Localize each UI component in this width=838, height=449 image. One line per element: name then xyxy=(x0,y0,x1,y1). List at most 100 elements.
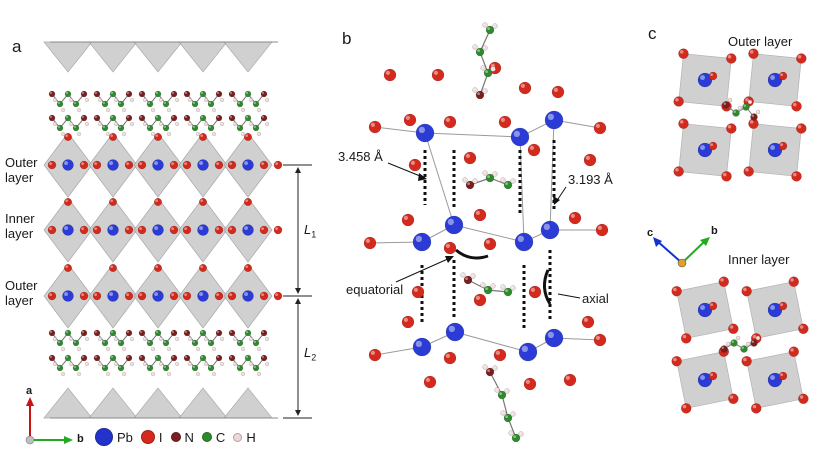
chain-bottom-b-atom-1-1-highlight xyxy=(102,365,105,369)
chain-bottom-a-h-1-1 xyxy=(105,346,111,352)
chain-top-a-atom-1-3-highlight xyxy=(118,101,121,104)
outer-i-atom-3-0 xyxy=(791,171,802,182)
outer-i-atom-2-0 xyxy=(721,171,732,182)
chain-top-b-atom-3-3 xyxy=(207,124,215,132)
chain-top-a-atom-2-3-highlight xyxy=(163,101,166,104)
i-atom-b-18-highlight xyxy=(445,243,450,248)
inner-i-apical-3 xyxy=(778,371,788,381)
chain-top-a-atom-1-4-highlight xyxy=(126,91,129,94)
i-atom-up-outer-top-0 xyxy=(63,132,73,142)
i-atom-left-outer-top-3-highlight xyxy=(184,162,188,166)
chain-bottom-a-atom-1-0-highlight xyxy=(94,330,97,334)
chain-bottom-b-atom-2-4-highlight xyxy=(171,355,174,359)
chain-bottom-a-h-0-0-highlight xyxy=(53,337,55,339)
pb-atom-outer-top-3 xyxy=(197,159,209,171)
chain-bottom-b-atom-2-2 xyxy=(154,354,162,362)
axis-a-arrowhead xyxy=(26,397,34,406)
inner-i-apical-3-highlight xyxy=(780,373,783,376)
i-atom-up-outer-top-4 xyxy=(243,132,253,142)
chain-bottom-a-atom-0-4-highlight xyxy=(81,330,84,334)
atom-legend: Pb I N C H xyxy=(95,428,264,446)
chain-bottom-b-atom-1-3-highlight xyxy=(118,365,121,369)
chain-bottom-b-h-3-4-highlight xyxy=(220,362,222,364)
i-atom-right-outer-top-3 xyxy=(214,160,224,170)
chain-bottom-a-atom-3-4-highlight xyxy=(216,330,219,334)
chain-bottom-b-atom-3-1 xyxy=(191,364,199,372)
chain-top-a-h-1-3-highlight xyxy=(122,108,125,111)
i-atom-up-inner-2 xyxy=(153,197,163,207)
chain-top-b-h-2-3-highlight xyxy=(167,132,169,134)
outer-molecule-h-1-highlight xyxy=(738,106,740,109)
chain-bottom-a-atom-2-2-highlight xyxy=(155,330,158,334)
chain-bottom-a-h-3-1-highlight xyxy=(196,347,198,349)
i-atom-b-23 xyxy=(473,293,487,307)
chain-bottom-b-atom-0-2-highlight xyxy=(65,355,68,359)
chain-top-b-atom-2-4-highlight xyxy=(171,115,174,118)
molecule-mid-1-h2-1 xyxy=(492,171,498,177)
chain-bottom-a-h-2-4-highlight xyxy=(175,337,177,339)
inner-i-atom-1-2 xyxy=(741,285,752,297)
chain-top-b-h-2-1 xyxy=(150,131,156,137)
chain-top-b-atom-1-0 xyxy=(93,114,101,122)
chain-top-b-atom-4-1 xyxy=(236,124,244,132)
i-atom-left-outer-bottom-0-highlight xyxy=(49,293,52,296)
outer-i-atom-2-3 xyxy=(726,123,737,134)
chain-top-a-h-0-4 xyxy=(84,97,90,103)
chain-top-b-h-0-4-highlight xyxy=(85,122,88,125)
chain-bottom-a-atom-2-1-highlight xyxy=(147,340,150,344)
inner-i-atom-3-0 xyxy=(798,393,809,405)
outer-pb-atom-0-highlight xyxy=(700,75,705,81)
inner-molecule-atom-1-highlight xyxy=(731,340,734,343)
i-atom-right-inner-1-highlight xyxy=(126,227,129,231)
inner-i-apical-2 xyxy=(708,371,718,381)
chain-top-a-atom-1-0-highlight xyxy=(94,91,97,94)
molecule-mid-1-h2-2 xyxy=(510,178,516,184)
molecule-top-h2-1 xyxy=(490,66,496,72)
chain-bottom-a-atom-4-1 xyxy=(236,339,244,347)
outer-i-atom-2-1 xyxy=(673,166,684,177)
bond-b-4 xyxy=(549,119,555,231)
chain-bottom-b-h-3-1 xyxy=(195,371,201,377)
pb-atom-outer-bottom-1 xyxy=(107,290,119,302)
outer-i-atom-2-2-highlight xyxy=(679,120,684,124)
outer-molecule-h-3-highlight xyxy=(756,110,758,113)
molecule-mid-2-h1-1-highlight xyxy=(481,283,483,285)
molecule-top-atom-3-highlight xyxy=(487,27,490,30)
pb-atom-outer-bottom-0-highlight xyxy=(64,292,68,297)
i-atom-b-22 xyxy=(528,285,542,299)
chain-top-b-atom-4-2 xyxy=(244,114,252,122)
i-atom-left-outer-top-0-highlight xyxy=(49,162,52,166)
chain-top-a-atom-4-1 xyxy=(236,100,244,108)
outer-i-apical-0 xyxy=(708,71,718,81)
arrow-equatorial-line xyxy=(395,257,451,283)
chain-bottom-b-h-2-4-highlight xyxy=(175,362,177,364)
molecule-mid-2-h1-0 xyxy=(460,272,466,278)
i-atom-b-15-highlight xyxy=(475,210,480,215)
half-octahedron-bottom-2 xyxy=(133,387,183,419)
chain-top-b-atom-1-4-highlight xyxy=(126,115,129,118)
chain-top-b-h-1-4-highlight xyxy=(130,122,132,125)
i-atom-b-29 xyxy=(593,333,607,347)
chain-bottom-a-h-4-1 xyxy=(240,346,246,352)
chain-bottom-a-h-2-3-highlight xyxy=(167,347,169,349)
chain-bottom-a-atom-2-3-highlight xyxy=(163,340,166,344)
i-atom-b-1-highlight xyxy=(433,70,438,75)
inner-molecule-atom-3-highlight xyxy=(751,340,754,343)
molecule-bottom-h2-0-highlight xyxy=(493,366,495,368)
chain-bottom-b-h-1-3-highlight xyxy=(122,372,125,374)
i-atom-b-27 xyxy=(443,351,457,365)
chain-top-b-h-4-2-highlight xyxy=(249,122,251,125)
chain-bottom-b-h-0-4 xyxy=(84,361,90,367)
outer-i-apical-1 xyxy=(778,71,788,81)
outer-i-apical-3 xyxy=(778,141,788,151)
panel-b-letter: b xyxy=(342,29,352,48)
i-atom-up-outer-top-1-highlight xyxy=(110,134,113,137)
chain-bottom-b-h-4-4 xyxy=(264,361,270,367)
chain-bottom-b-atom-2-1 xyxy=(146,364,154,372)
i-atom-b-28-highlight xyxy=(495,350,500,355)
chain-bottom-b-h-3-2 xyxy=(203,361,209,367)
chain-top-a-atom-0-0 xyxy=(48,90,56,98)
chain-bottom-b-atom-2-0-highlight xyxy=(139,355,142,359)
chain-top-b-h-3-3-highlight xyxy=(212,132,214,134)
chain-top-b-h-2-2 xyxy=(158,121,164,127)
